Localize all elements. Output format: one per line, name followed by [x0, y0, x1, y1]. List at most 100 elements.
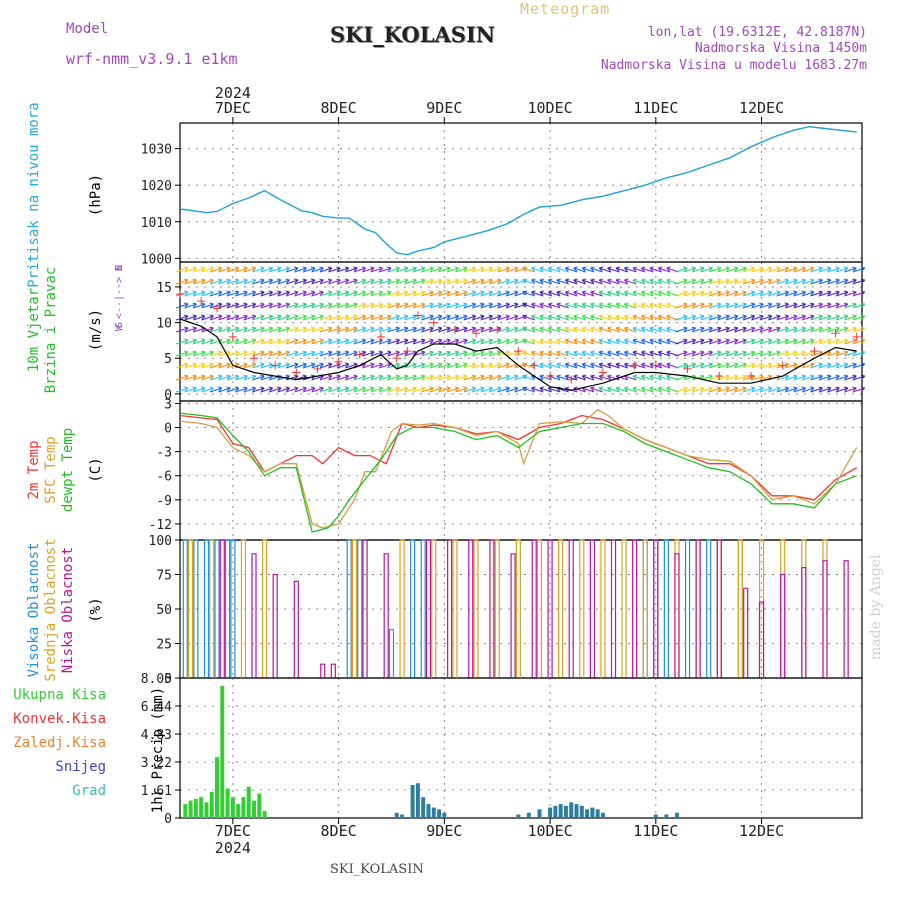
wind-barb-arrow — [827, 386, 840, 393]
wind-barb-arrow — [657, 338, 671, 345]
wind-barb-arrow — [412, 338, 426, 345]
cloud-bar-low — [510, 553, 516, 678]
wind-barb-arrow — [362, 386, 375, 393]
wind-barb-arrow — [624, 278, 637, 285]
wind-barb-arrow — [649, 290, 662, 297]
y-axis-label: Srednja Oblacnost — [43, 538, 59, 681]
wind-barb-arrow — [201, 338, 214, 345]
wind-barb-arrow — [472, 374, 485, 381]
wind-barb-arrow — [370, 326, 384, 333]
gust-marker — [292, 368, 301, 377]
wind-barb-arrow — [429, 338, 443, 345]
wind-barb-arrow — [455, 350, 468, 357]
wind-barb-arrow — [294, 350, 307, 357]
wind-barb-arrow — [641, 314, 654, 321]
wind-barb-arrow — [607, 290, 620, 297]
gust-marker — [715, 372, 724, 381]
wind-barb-arrow — [615, 314, 629, 321]
wind-barb-arrow — [345, 338, 358, 345]
wind-barb-arrow — [175, 302, 189, 309]
wind-barb-arrow — [226, 290, 240, 297]
wind-barb-arrow — [522, 374, 536, 381]
cloud-bar-mid — [515, 539, 521, 678]
wind-barb-arrow — [218, 266, 231, 273]
cloud-bar-mid — [621, 539, 627, 678]
wind-barb-arrow — [311, 338, 324, 345]
wind-barb-arrow — [547, 290, 561, 297]
precip-bar — [574, 804, 579, 818]
wind-barb-arrow — [294, 290, 307, 297]
wind-barb-arrow — [573, 374, 586, 381]
wind-barb-arrow — [776, 302, 790, 309]
wind-barb-arrow — [421, 290, 434, 297]
wind-barb-arrow — [717, 338, 730, 345]
wind-barb-arrow — [784, 302, 798, 309]
wind-barb-arrow — [480, 374, 493, 381]
wind-barb-arrow — [269, 386, 282, 393]
cloud-bar-low — [610, 539, 617, 678]
wind-barb-arrow — [497, 326, 510, 333]
wind-barb-arrow — [463, 302, 477, 309]
wind-barb-arrow — [759, 386, 773, 393]
wind-barb-arrow — [844, 266, 857, 273]
wind-barb-arrow — [784, 362, 798, 369]
wind-barb-arrow — [429, 314, 443, 321]
wind-barb-arrow — [844, 362, 857, 369]
y-tick-label: 0 — [164, 388, 172, 403]
wind-barb-arrow — [175, 386, 189, 393]
wind-barb-arrow — [768, 326, 781, 333]
wind-barb-arrow — [285, 350, 299, 357]
wind-barb-arrow — [192, 290, 206, 297]
wind-barb-arrow — [497, 290, 510, 297]
wind-barb-arrow — [184, 314, 197, 321]
wind-barb-arrow — [793, 386, 806, 393]
wind-barb-arrow — [362, 302, 375, 309]
y-tick-label: 4.83 — [141, 728, 172, 743]
wind-barb-arrow — [277, 338, 290, 345]
wind-barb-arrow — [691, 326, 705, 333]
wind-barb-arrow — [277, 362, 290, 369]
wind-barb-arrow — [463, 374, 477, 381]
precip-bar — [415, 783, 420, 818]
wind-barb-arrow — [421, 326, 434, 333]
cloud-bar-high — [684, 539, 691, 678]
wind-barb-arrow — [607, 374, 620, 381]
wind-barb-arrow — [353, 266, 367, 273]
wind-barb-arrow — [742, 386, 756, 393]
wind-barb-arrow — [784, 326, 798, 333]
wind-barb-arrow — [201, 386, 214, 393]
precip-bar — [220, 685, 225, 818]
cloud-bar-mid — [737, 539, 744, 678]
precip-bar — [590, 807, 595, 818]
cloud-bar-mid — [473, 539, 479, 678]
wind-barb-arrow — [852, 266, 866, 273]
wind-barb-arrow — [624, 266, 637, 273]
wind-barb-arrow — [581, 338, 595, 345]
wind-barb-arrow — [776, 314, 790, 321]
precip-bar — [653, 814, 658, 818]
wind-barb-arrow — [311, 386, 324, 393]
wind-barb-arrow — [226, 266, 240, 273]
cloud-bar-low — [383, 553, 389, 678]
wind-barb-arrow — [480, 290, 493, 297]
cloud-bar-low — [695, 539, 701, 678]
wind-barb-arrow — [353, 326, 367, 333]
wind-barb-arrow — [412, 374, 426, 381]
wind-barb-arrow — [455, 302, 468, 309]
wind-barb-arrow — [852, 362, 866, 369]
cloud-bar-mid — [351, 539, 358, 678]
wind-barb-arrow — [269, 338, 282, 345]
wind-barb-arrow — [446, 290, 460, 297]
wind-barb-arrow — [328, 266, 341, 273]
wind-barb-arrow — [345, 266, 358, 273]
wind-barb-arrow — [776, 338, 790, 345]
precip-bar — [394, 812, 399, 818]
y-tick-label: 1000 — [141, 252, 172, 267]
wind-barb-arrow — [835, 326, 849, 333]
wind-barb-arrow — [675, 338, 688, 345]
wind-barb-arrow — [649, 350, 662, 357]
wind-barb-arrow — [395, 302, 409, 309]
wind-barb-arrow — [319, 374, 333, 381]
gust-marker — [567, 375, 576, 384]
wind-barb-arrow — [827, 302, 840, 309]
